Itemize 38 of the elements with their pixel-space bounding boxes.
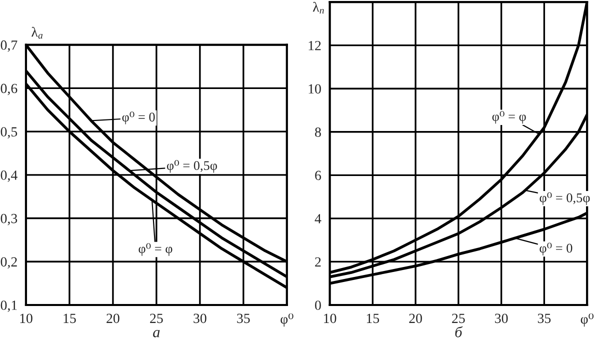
x-tick-label: 15 [366, 314, 380, 324]
x-tick-label: 30 [194, 314, 206, 324]
annotation: φ⁰ = 0,5φ [540, 192, 590, 205]
y-tick-label: 0 [315, 300, 321, 310]
y-tick-label: 12 [308, 40, 321, 50]
annotation: φ⁰ = φ [492, 111, 526, 124]
annotation: φ⁰ = φ [138, 243, 172, 256]
annotation: φ⁰ = 0 [122, 112, 155, 124]
y-tick-label: 0,1 [0, 300, 17, 312]
annotation: φ⁰ = 0,5φ [166, 160, 217, 173]
y-tick-label: 0,6 [0, 84, 18, 96]
y-tick-label: 4 [314, 214, 322, 224]
x-tick-label: 30 [495, 314, 508, 324]
x-tick-label: 20 [106, 314, 120, 324]
y-axis-title: λ$_{a}$ [32, 26, 43, 39]
y-tick-label: 0,2 [0, 257, 17, 269]
x-tick-label: 35 [538, 314, 551, 324]
x-tick-label: 15 [64, 314, 76, 324]
annotation: φ⁰ = 0 [540, 242, 572, 256]
y-tick-label: 0,4 [0, 170, 18, 182]
y-tick-label: 10 [308, 84, 321, 94]
y-tick-label: 6 [315, 170, 322, 180]
x-tick-label: 20 [409, 314, 422, 324]
y-tick-label: 8 [315, 127, 321, 137]
y-tick-label: 0,5 [0, 127, 18, 139]
x-tick-label: 35 [237, 314, 250, 324]
x-axis-title: а [153, 330, 160, 338]
y-tick-label: 2 [315, 257, 321, 267]
y-axis-title: λ$_{п}$ [312, 2, 324, 14]
x-tick-label: 25 [150, 314, 163, 324]
x-tick-label: φ⁰ [580, 313, 594, 327]
y-tick-label: 0,3 [0, 214, 18, 226]
x-tick-label: 25 [452, 314, 465, 324]
y-tick-label: 0,7 [0, 40, 18, 52]
x-tick-label: φ⁰ [280, 313, 294, 327]
x-tick-label: 10 [324, 314, 336, 324]
x-tick-label: 10 [20, 314, 32, 324]
x-axis-title: б [455, 326, 463, 338]
